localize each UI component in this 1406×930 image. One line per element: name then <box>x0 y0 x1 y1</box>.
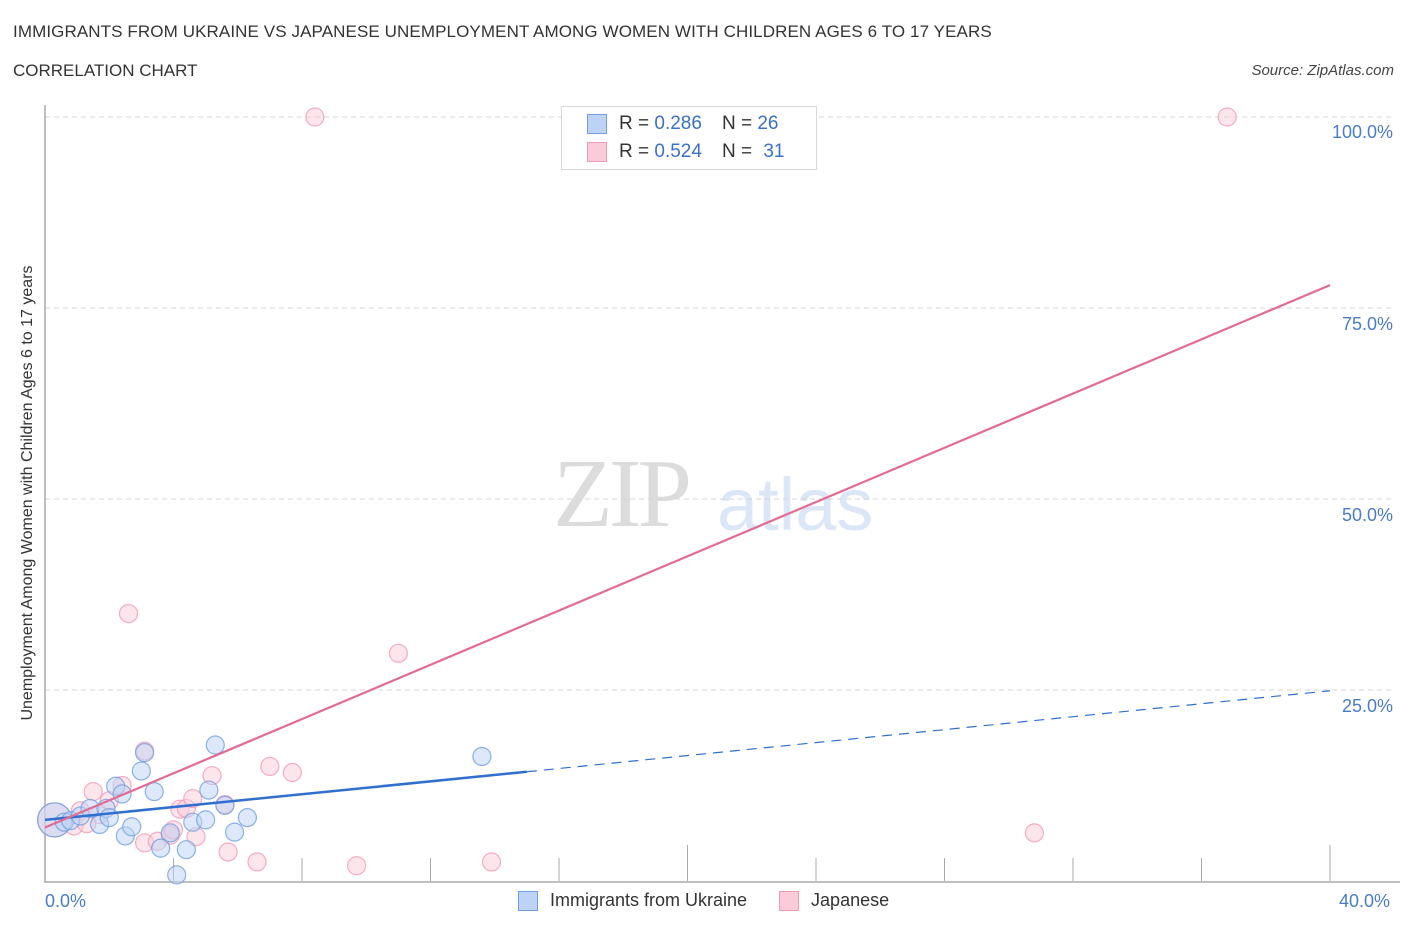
gridlines <box>45 116 1395 691</box>
data-point[interactable] <box>151 838 171 858</box>
n-label: N = <box>721 113 753 134</box>
legend-item-japanese[interactable]: Japanese <box>779 890 889 911</box>
ukraine-trend-line <box>44 770 527 822</box>
n-value: 31 <box>763 141 785 162</box>
data-point[interactable] <box>134 743 155 763</box>
data-point[interactable] <box>131 761 151 781</box>
data-point[interactable] <box>176 840 196 860</box>
data-point[interactable] <box>388 643 408 663</box>
data-point[interactable] <box>224 822 245 842</box>
data-point[interactable] <box>144 782 164 802</box>
data-point[interactable] <box>196 810 216 830</box>
ukraine-swatch-icon <box>518 890 538 911</box>
data-point[interactable] <box>481 852 502 872</box>
data-point[interactable] <box>183 788 203 809</box>
data-point[interactable] <box>347 856 367 876</box>
axes <box>44 105 1400 883</box>
x-tick-40: 40.0% <box>1339 891 1391 911</box>
r-label: R = <box>619 141 650 162</box>
data-point[interactable] <box>1024 823 1045 843</box>
chart-subtitle: CORRELATION CHART <box>13 61 198 80</box>
correlation-legend: R = 0.286 N = 26 R = 0.524 N = 31 <box>561 106 817 170</box>
data-point[interactable] <box>205 735 225 755</box>
legend-label: Immigrants from Ukraine <box>550 890 748 910</box>
y-tick-75: 75.0% <box>1341 314 1393 334</box>
data-point[interactable] <box>167 865 187 885</box>
chart-title: IMMIGRANTS FROM UKRAINE VS JAPANESE UNEM… <box>13 22 992 41</box>
series-legend: Immigrants from Ukraine Japanese <box>518 890 921 911</box>
data-point[interactable] <box>199 780 219 800</box>
source-label: Source: ZipAtlas.com <box>1251 62 1394 79</box>
r-label: R = <box>619 113 650 134</box>
japanese-trend-line <box>44 284 1331 829</box>
y-tick-25: 25.0% <box>1341 696 1393 716</box>
r-value: 0.524 <box>654 141 702 162</box>
legend-item-ukraine[interactable]: Immigrants from Ukraine <box>518 890 747 911</box>
trend-lines <box>44 284 1331 829</box>
data-point[interactable] <box>83 782 103 802</box>
n-value: 26 <box>757 113 779 134</box>
data-point[interactable] <box>260 756 280 777</box>
data-point[interactable] <box>282 762 302 783</box>
data-point[interactable] <box>1217 107 1237 127</box>
legend-row-ukraine: R = 0.286 N = 26 <box>587 113 778 135</box>
data-point[interactable] <box>237 807 257 828</box>
legend-label: Japanese <box>811 890 890 910</box>
watermark-zip: ZIP <box>553 440 692 548</box>
data-point[interactable] <box>118 603 139 624</box>
y-axis-label: Unemployment Among Women with Children A… <box>19 265 36 721</box>
japanese-points <box>37 107 1237 876</box>
data-point[interactable] <box>305 107 325 127</box>
legend-row-japanese: R = 0.524 N = 31 <box>587 141 784 163</box>
ukraine-swatch-icon <box>587 114 607 134</box>
y-tick-50: 50.0% <box>1341 505 1393 525</box>
data-point[interactable] <box>215 795 235 815</box>
y-tick-100: 100.0% <box>1331 122 1393 142</box>
data-point[interactable] <box>218 842 238 862</box>
n-label: N = <box>721 141 753 162</box>
data-point[interactable] <box>160 823 180 843</box>
ukraine-trend-extension <box>526 690 1331 773</box>
japanese-swatch-icon <box>587 142 607 162</box>
data-point[interactable] <box>247 852 267 872</box>
x-tick-0: 0.0% <box>45 891 87 911</box>
data-point[interactable] <box>472 746 492 767</box>
data-point[interactable] <box>122 817 142 837</box>
japanese-swatch-icon <box>779 890 800 911</box>
data-point[interactable] <box>99 807 119 828</box>
r-value: 0.286 <box>654 113 702 134</box>
